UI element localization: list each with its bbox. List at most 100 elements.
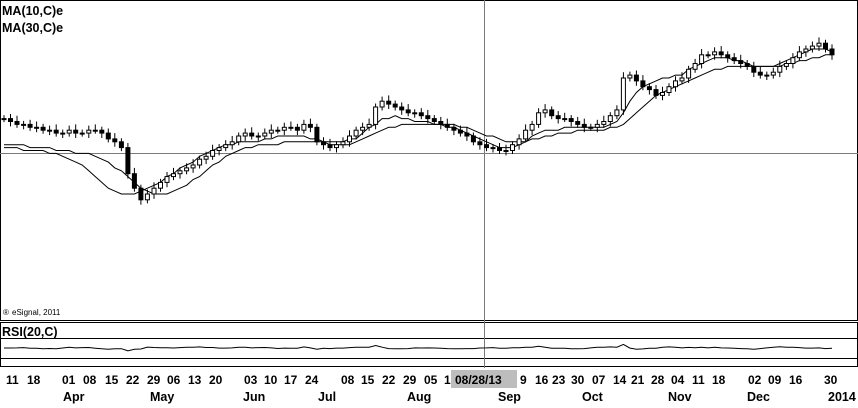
- legend-ma10: MA(10,C)e: [2, 4, 63, 18]
- x-tick-label: 04: [671, 373, 685, 387]
- candle-body: [490, 147, 496, 150]
- candle-body: [307, 123, 313, 128]
- candle-body: [203, 155, 209, 160]
- candle-body: [529, 123, 535, 131]
- x-tick-label: 03: [244, 373, 258, 387]
- x-tick-label: 28: [651, 373, 665, 387]
- candle-body: [744, 63, 750, 67]
- candle-body: [653, 89, 659, 96]
- x-month-label: Aug: [407, 390, 431, 404]
- candle-body: [210, 150, 216, 157]
- crosshair-date-label: 08/28/13: [455, 373, 502, 387]
- candle-body: [497, 147, 502, 152]
- year-label: 2014: [828, 390, 856, 404]
- candle-body: [510, 144, 515, 151]
- candle-body: [236, 135, 242, 143]
- x-tick-label: 23: [552, 373, 566, 387]
- candle-body: [699, 54, 705, 64]
- candle-body: [327, 144, 333, 149]
- candle-body: [692, 63, 698, 70]
- candle-body: [581, 123, 587, 128]
- candle-body: [451, 126, 457, 131]
- x-tick-label: 08: [83, 373, 97, 387]
- candle-body: [777, 65, 783, 73]
- x-tick-label: 10: [264, 373, 278, 387]
- x-tick-label: 17: [284, 373, 298, 387]
- candle-body: [477, 141, 483, 146]
- candle-body: [262, 132, 268, 137]
- x-tick-label: 15: [105, 373, 119, 387]
- candles-series: [1, 37, 835, 205]
- candle-body: [373, 106, 379, 125]
- x-tick-label: 20: [209, 373, 223, 387]
- candle-body: [725, 54, 731, 59]
- candle-body: [34, 126, 40, 129]
- candle-body: [783, 63, 789, 67]
- candle-body: [673, 80, 678, 88]
- copyright-symbol: ®: [3, 308, 9, 317]
- candle-body: [275, 129, 281, 132]
- candle-body: [516, 138, 522, 146]
- candle-body: [197, 158, 203, 166]
- candle-body: [757, 71, 763, 76]
- candle-body: [418, 112, 424, 117]
- candle-body: [294, 126, 300, 131]
- candle-body: [99, 129, 105, 134]
- candle-body: [40, 126, 46, 131]
- candle-body: [562, 118, 568, 121]
- candle-body: [229, 141, 235, 146]
- candle-body: [614, 109, 620, 117]
- candle-body: [144, 193, 150, 201]
- candle-body: [158, 181, 163, 189]
- x-tick-label: 11: [692, 373, 705, 387]
- candle-body: [568, 118, 574, 122]
- candle-body: [444, 123, 450, 128]
- x-tick-label: 18: [712, 373, 726, 387]
- candle-body: [770, 71, 776, 76]
- candle-body: [803, 48, 809, 53]
- rsi-series: [4, 343, 833, 352]
- candle-body: [705, 54, 711, 57]
- x-tick-label: 16: [789, 373, 803, 387]
- candle-body: [607, 115, 613, 122]
- candle-body: [405, 109, 411, 114]
- candle-body: [646, 86, 652, 91]
- candle-body: [829, 48, 835, 56]
- candle-body: [131, 173, 137, 189]
- candle-body: [575, 121, 581, 125]
- x-axis-month-labels: Apr May Jun Jul Aug Sep Oct Nov Dec: [63, 390, 770, 404]
- candle-body: [588, 126, 594, 129]
- candle-body: [399, 106, 405, 111]
- x-month-label: Dec: [747, 390, 770, 404]
- candle-body: [301, 123, 307, 131]
- candle-body: [764, 74, 770, 77]
- candle-body: [620, 77, 626, 111]
- candle-body: [125, 147, 131, 175]
- candle-body: [379, 100, 385, 108]
- x-tick-label: 22: [382, 373, 396, 387]
- candle-body: [281, 126, 287, 131]
- x-tick-label: 21: [631, 373, 645, 387]
- x-tick-label: 30: [824, 373, 838, 387]
- candle-body: [660, 92, 665, 96]
- x-tick-label: 11: [6, 373, 19, 387]
- candle-body: [14, 121, 20, 125]
- candle-body: [184, 167, 190, 172]
- candle-body: [353, 129, 359, 137]
- x-tick-label: 18: [27, 373, 41, 387]
- candle-body: [686, 68, 692, 79]
- candle-body: [249, 132, 255, 137]
- candle-body: [366, 123, 372, 128]
- crosshair-date-box: [451, 370, 517, 388]
- candle-body: [484, 144, 489, 149]
- candle-body: [633, 74, 639, 82]
- candle-body: [594, 123, 600, 128]
- legend-ma30: MA(30,C)e: [2, 21, 63, 35]
- x-tick-label: 15: [361, 373, 375, 387]
- x-tick-label: 06: [167, 373, 181, 387]
- candle-body: [177, 170, 183, 175]
- candle-body: [679, 77, 685, 82]
- x-tick-label: 02: [748, 373, 762, 387]
- candle-body: [536, 112, 542, 125]
